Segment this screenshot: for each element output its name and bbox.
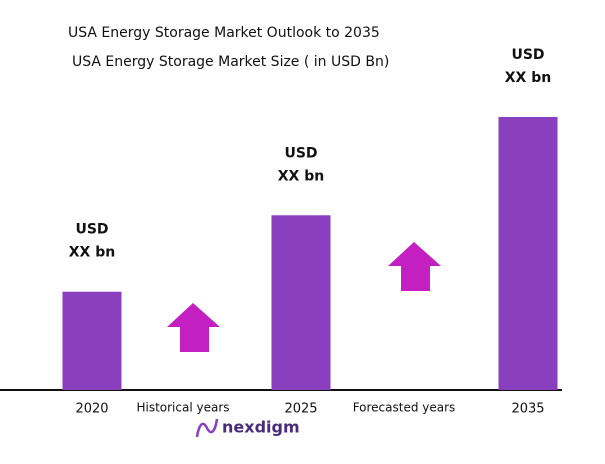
arrow — [167, 303, 220, 352]
value-label: XX bn — [69, 245, 115, 261]
annotation: Historical years — [136, 401, 229, 415]
bar — [62, 291, 122, 390]
bar — [498, 117, 558, 390]
bar — [271, 215, 331, 390]
chart-title: USA Energy Storage Market Outlook to 203… — [68, 25, 380, 41]
logo-icon — [195, 418, 219, 438]
x-tick-label: 2035 — [511, 402, 544, 417]
logo: nexdigm — [195, 418, 300, 438]
value-label: XX bn — [278, 168, 324, 184]
x-tick-label: 2020 — [75, 402, 108, 417]
value-label: XX bn — [505, 70, 551, 86]
value-label: USD — [511, 47, 544, 63]
value-label: USD — [284, 145, 317, 161]
annotation: Forecasted years — [353, 401, 456, 415]
arrow — [388, 242, 441, 291]
chart-subtitle: USA Energy Storage Market Size ( in USD … — [72, 54, 389, 70]
value-label: USD — [75, 222, 108, 238]
logo-text: nexdigm — [222, 418, 300, 437]
x-tick-label: 2025 — [284, 402, 317, 417]
